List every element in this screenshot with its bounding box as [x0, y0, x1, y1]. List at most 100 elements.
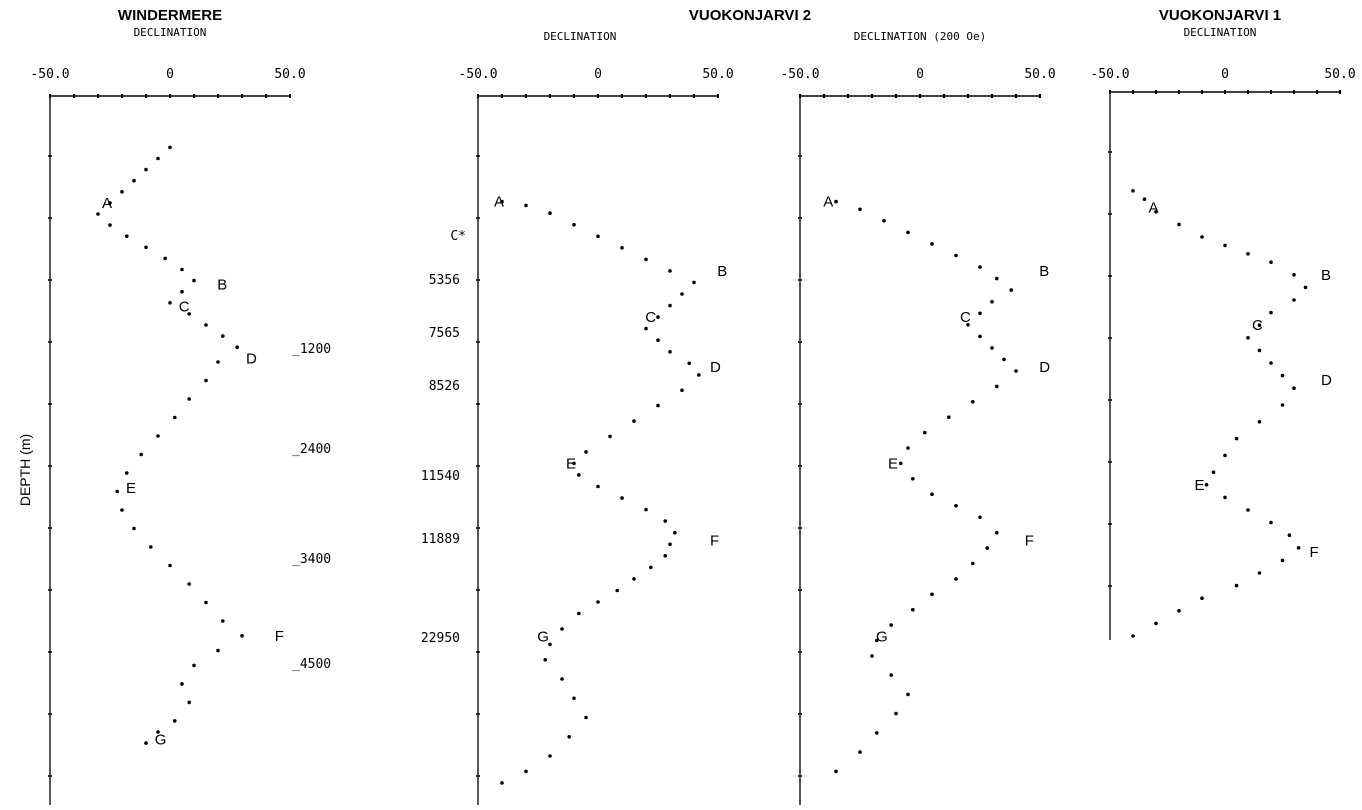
age-label: 11889	[421, 532, 460, 547]
data-point	[1257, 571, 1262, 575]
xtick-label: -50.0	[780, 67, 819, 82]
data-point	[577, 611, 581, 616]
data-point	[204, 378, 208, 383]
data-point	[1280, 373, 1285, 378]
data-point	[1269, 260, 1273, 265]
data-point	[930, 492, 934, 497]
xtick-label: 0	[166, 67, 174, 82]
data-point	[240, 634, 244, 638]
data-point	[120, 190, 124, 194]
data-point	[567, 735, 571, 739]
title-vuokonjarvi-2: VUOKONJARVI 2	[689, 7, 811, 24]
horizon-label: A	[494, 194, 504, 211]
horizon-label: C	[1252, 317, 1263, 334]
xtick-label: 50.0	[274, 67, 305, 82]
data-point	[500, 199, 504, 204]
data-point	[1131, 189, 1135, 193]
horizon-label: C	[645, 309, 656, 326]
data-point	[697, 373, 701, 377]
age-label: 7565	[429, 326, 460, 341]
horizon-label: F	[1310, 544, 1319, 561]
data-point	[187, 700, 191, 705]
data-point	[668, 350, 672, 354]
data-point	[221, 334, 225, 338]
data-point	[911, 607, 915, 612]
plot-layer: A B C D E F G A B C D E F G A B C D E F G A B C D E F	[48, 90, 1341, 805]
xlabel-windermere: DECLINATION	[134, 26, 207, 39]
horizon-label: B	[717, 263, 727, 280]
data-point	[168, 301, 172, 305]
data-point	[1280, 558, 1285, 563]
data-point	[1223, 495, 1227, 500]
age-label: 5356	[429, 273, 460, 288]
vuokonjarvi-2-200oe-xticks: -50.0 0 50.0	[780, 67, 1055, 82]
data-point	[834, 769, 838, 774]
data-point	[216, 648, 220, 653]
horizon-label: E	[888, 455, 898, 472]
data-point	[1246, 336, 1250, 340]
age-label: _1200	[292, 342, 331, 357]
data-point	[644, 326, 648, 331]
data-point	[548, 754, 552, 758]
data-point	[990, 299, 994, 304]
data-point	[644, 257, 648, 262]
data-point	[1269, 520, 1273, 525]
horizon-label: C	[179, 299, 190, 316]
data-point	[971, 400, 975, 404]
data-point	[894, 711, 898, 716]
vuokonjarvi-2-xticks: -50.0 0 50.0	[458, 67, 733, 82]
data-point	[108, 201, 112, 205]
data-point	[144, 741, 148, 745]
data-point	[954, 577, 958, 581]
data-point	[1269, 361, 1273, 365]
windermere-xticks: -50.0 0 50.0	[30, 67, 305, 82]
data-point	[656, 403, 660, 408]
data-point	[692, 280, 696, 285]
data-point	[560, 677, 564, 681]
age-label: 22950	[421, 631, 460, 646]
age-label: _2400	[292, 442, 331, 457]
data-point	[120, 508, 124, 512]
data-point	[1014, 369, 1018, 373]
title-windermere: WINDERMERE	[118, 7, 222, 24]
data-point	[1234, 436, 1239, 441]
data-point	[971, 561, 975, 566]
data-point	[1292, 298, 1296, 302]
age-label: _3400	[292, 552, 331, 567]
data-point	[882, 219, 886, 223]
xtick-label: 0	[594, 67, 602, 82]
data-point	[680, 388, 684, 393]
horizon-label: A	[102, 195, 112, 212]
data-point	[1280, 403, 1285, 407]
data-point	[1177, 222, 1181, 227]
xtick-label: 0	[916, 67, 924, 82]
horizon-label: G	[537, 629, 549, 646]
data-point	[615, 588, 619, 593]
horizon-label: F	[710, 532, 719, 549]
data-point	[1257, 348, 1262, 353]
age-label: C*	[450, 229, 466, 244]
data-point	[156, 156, 160, 161]
data-point	[548, 211, 552, 215]
data-point	[125, 234, 129, 238]
data-point	[1154, 621, 1158, 626]
data-point	[906, 692, 910, 697]
xtick-label: 50.0	[1024, 67, 1055, 82]
data-point	[163, 256, 167, 261]
xtick-label: 50.0	[702, 67, 733, 82]
data-point	[180, 267, 184, 272]
data-point	[870, 654, 874, 658]
data-point	[572, 222, 576, 227]
data-point	[168, 563, 172, 568]
data-point	[115, 489, 119, 494]
data-point	[668, 269, 672, 273]
data-point	[978, 265, 982, 269]
data-point	[947, 415, 951, 420]
data-point	[1200, 596, 1204, 600]
depth-axis-label: DEPTH (m)	[17, 434, 33, 506]
data-point	[1269, 310, 1273, 315]
data-point	[144, 167, 148, 172]
data-point	[620, 246, 624, 250]
xtick-label: 50.0	[1324, 67, 1355, 82]
xtick-label: -50.0	[458, 67, 497, 82]
